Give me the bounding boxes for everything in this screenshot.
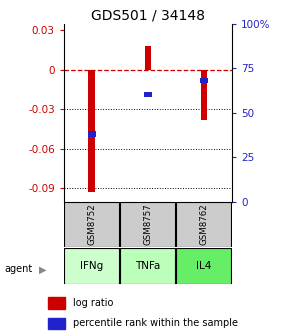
- Text: ▶: ▶: [39, 264, 47, 275]
- Text: TNFa: TNFa: [135, 261, 161, 271]
- FancyBboxPatch shape: [177, 202, 231, 247]
- FancyBboxPatch shape: [120, 202, 175, 247]
- FancyBboxPatch shape: [64, 202, 119, 247]
- Bar: [200, 78, 208, 83]
- Text: log ratio: log ratio: [73, 298, 113, 308]
- Text: GSM8757: GSM8757: [143, 203, 153, 245]
- Bar: [48, 297, 66, 309]
- Bar: [201, 70, 207, 120]
- Text: percentile rank within the sample: percentile rank within the sample: [73, 319, 238, 328]
- Text: IL4: IL4: [196, 261, 212, 271]
- Text: GSM8762: GSM8762: [200, 203, 209, 245]
- Bar: [88, 70, 95, 193]
- FancyBboxPatch shape: [120, 248, 175, 284]
- Text: GSM8752: GSM8752: [87, 203, 96, 245]
- Bar: [144, 46, 151, 70]
- Bar: [88, 131, 95, 136]
- Bar: [144, 92, 152, 97]
- FancyBboxPatch shape: [177, 248, 231, 284]
- Text: agent: agent: [4, 264, 32, 275]
- Text: IFNg: IFNg: [80, 261, 104, 271]
- Bar: [48, 318, 66, 329]
- Title: GDS501 / 34148: GDS501 / 34148: [91, 8, 205, 23]
- FancyBboxPatch shape: [64, 248, 119, 284]
